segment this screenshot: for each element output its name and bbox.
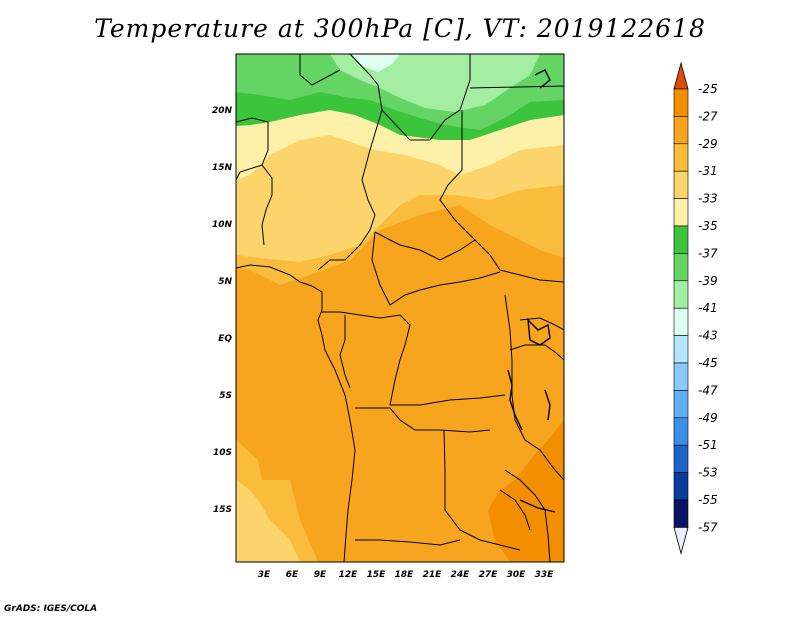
colorbar-label: -27 (698, 109, 718, 123)
lakes (507, 69, 556, 513)
colorbar-label: -57 (698, 520, 718, 534)
lat-label: EQ (218, 334, 232, 344)
colorbar-segment (673, 417, 689, 446)
lat-label: 20N (212, 106, 233, 116)
colorbar-label: -47 (698, 383, 718, 397)
lon-label: 21E (423, 570, 443, 580)
colorbar-segment (673, 143, 689, 172)
colorbar: -25 -27 -29 -31 -33 -35 -37 -39 -41 -43 -45 -47 -49 -… (673, 61, 718, 555)
colorbar-label: -43 (698, 329, 718, 343)
country-borders (236, 54, 564, 562)
colorbar-label: -37 (698, 246, 718, 260)
colorbar-label: -41 (698, 301, 718, 315)
lat-label: 10N (212, 220, 233, 230)
longitude-labels: 3E 6E 9E 12E 15E 18E 21E 24E 27E 30E 33E (258, 570, 554, 580)
colorbar-arrow-bottom (673, 527, 689, 555)
colorbar-label: -33 (698, 192, 718, 206)
lat-label: 15S (213, 505, 232, 515)
colorbar-label: -51 (698, 438, 718, 452)
colorbar-segment (673, 444, 689, 473)
colorbar-segment (673, 499, 689, 528)
lon-label: 27E (479, 570, 499, 580)
grads-credit: GrADS: IGES/COLA (4, 604, 98, 614)
map-title: Temperature at 300hPa [C], VT: 201912261… (94, 14, 706, 43)
lat-label: 5N (218, 277, 232, 287)
colorbar-segment (673, 253, 689, 282)
lat-label: 10S (213, 448, 232, 458)
lon-label: 15E (367, 570, 387, 580)
colorbar-label: -25 (698, 82, 718, 96)
colorbar-label: -55 (698, 493, 718, 507)
colorbar-segment (673, 198, 689, 227)
lon-label: 3E (258, 570, 271, 580)
lon-label: 9E (314, 570, 327, 580)
lon-label: 24E (451, 570, 471, 580)
colorbar-segment (673, 335, 689, 364)
map-frame (235, 53, 565, 563)
colorbar-segment (673, 390, 689, 419)
colorbar-segment (673, 170, 689, 199)
temperature-field (236, 54, 564, 562)
lon-label: 6E (286, 570, 299, 580)
lon-label: 18E (395, 570, 415, 580)
colorbar-segment (673, 88, 689, 117)
colorbar-label: -29 (698, 137, 718, 151)
colorbar-segment (673, 225, 689, 254)
lon-label: 33E (535, 570, 555, 580)
colorbar-segment (673, 472, 689, 501)
latitude-labels: 20N 15N 10N 5N EQ 5S 10S 15S (212, 106, 233, 515)
colorbar-label: -49 (698, 411, 718, 425)
lat-label: 5S (219, 391, 232, 401)
colorbar-label: -39 (698, 274, 718, 288)
colorbar-segment (673, 116, 689, 145)
colorbar-segment (673, 362, 689, 391)
colorbar-segment (673, 280, 689, 309)
colorbar-label: -31 (698, 164, 718, 178)
lon-label: 12E (339, 570, 359, 580)
colorbar-label: -35 (698, 219, 718, 233)
colorbar-label: -45 (698, 356, 718, 370)
lon-label: 30E (507, 570, 527, 580)
colorbar-segment (673, 307, 689, 336)
lat-label: 15N (212, 163, 233, 173)
colorbar-arrow-top (673, 61, 689, 90)
colorbar-label: -53 (698, 466, 718, 480)
